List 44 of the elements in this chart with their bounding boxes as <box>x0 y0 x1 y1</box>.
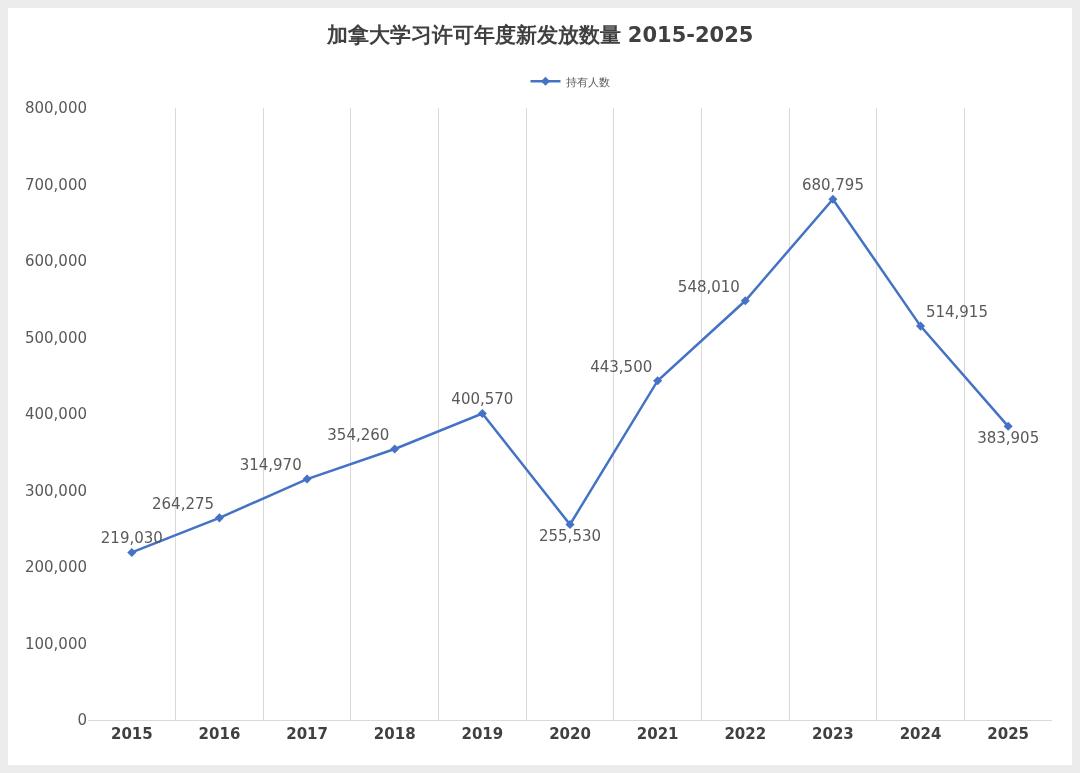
x-tick-label: 2022 <box>724 725 767 743</box>
point <box>916 321 926 331</box>
point <box>302 474 312 484</box>
point <box>828 194 838 204</box>
data-label: 383,905 <box>977 428 1040 447</box>
data-label: 548,010 <box>677 277 740 296</box>
x-tick-label: 2020 <box>549 725 591 743</box>
y-tick-label: 400,000 <box>24 405 87 424</box>
chart-title: 加拿大学习许可年度新发放数量 2015-2025 <box>325 22 754 47</box>
y-tick-label: 100,000 <box>24 634 87 653</box>
data-label: 514,915 <box>925 302 988 321</box>
y-tick-label: 600,000 <box>24 252 87 271</box>
data-label: 443,500 <box>590 357 653 376</box>
point <box>477 409 487 419</box>
x-tick-label: 2017 <box>286 725 328 743</box>
data-label: 400,570 <box>451 390 514 409</box>
y-tick-label: 0 <box>77 711 87 730</box>
x-tick-label: 2016 <box>198 725 241 743</box>
point <box>127 547 137 557</box>
y-tick-label: 800,000 <box>24 99 87 118</box>
point <box>214 513 224 523</box>
data-label: 314,970 <box>239 455 302 474</box>
data-label: 255,530 <box>538 527 602 546</box>
x-tick-label: 2018 <box>373 725 416 743</box>
point <box>390 444 400 454</box>
x-tick-label: 2025 <box>987 725 1030 743</box>
y-tick-label: 500,000 <box>24 328 87 347</box>
legend-label: 持有人数 <box>565 75 610 89</box>
point <box>653 376 663 386</box>
data-label: 219,030 <box>100 529 163 548</box>
point <box>565 519 575 530</box>
data-label: 354,260 <box>327 425 390 444</box>
x-tick-label: 2019 <box>461 725 504 743</box>
x-tick-label: 2015 <box>110 725 153 743</box>
y-tick-label: 700,000 <box>24 175 87 194</box>
data-label: 264,275 <box>152 494 215 513</box>
x-tick-label: 2024 <box>899 725 942 743</box>
data-label: 680,795 <box>801 176 864 195</box>
point <box>1003 421 1013 431</box>
y-tick-label: 200,000 <box>24 558 87 577</box>
y-tick-label: 300,000 <box>24 481 87 500</box>
point <box>740 296 750 306</box>
x-tick-label: 2021 <box>636 725 679 743</box>
x-tick-label: 2023 <box>812 725 854 743</box>
